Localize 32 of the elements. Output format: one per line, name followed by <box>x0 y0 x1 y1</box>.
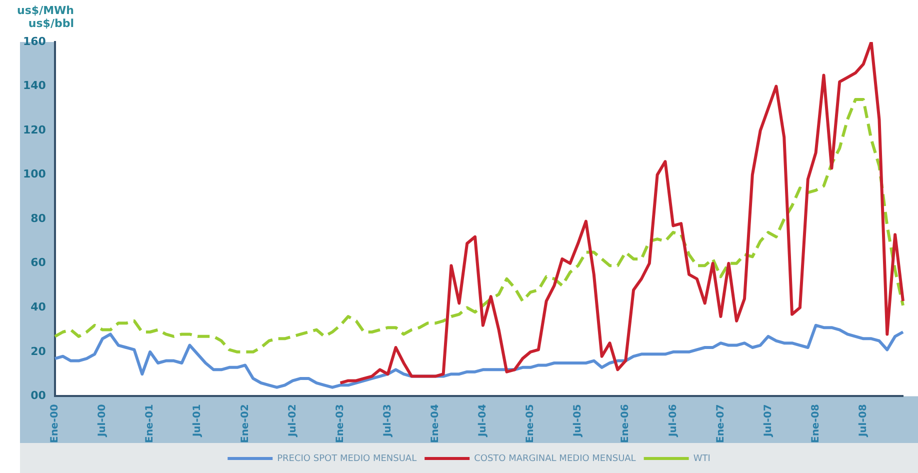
x-tick-label: Ene-05 <box>525 404 536 444</box>
legend-label: PRECIO SPOT MEDIO MENSUAL <box>277 454 417 464</box>
x-tick-label: Ene-07 <box>715 404 726 444</box>
x-tick-label: Jul-03 <box>382 404 394 438</box>
x-tick-label: Ene-00 <box>50 404 61 444</box>
y-tick-label: 60 <box>30 256 46 270</box>
x-tick-label: Jul-07 <box>762 404 774 438</box>
line-series <box>53 98 904 354</box>
x-tick-label: Jul-01 <box>192 404 204 438</box>
x-tick-label: Ene-01 <box>144 404 156 444</box>
x-tick-label: Jul-04 <box>478 404 489 438</box>
x-tick-label: Ene-08 <box>810 404 822 444</box>
legend-label: WTI <box>693 454 710 464</box>
x-tick-label: Ene-04 <box>430 404 441 444</box>
y-tick-label: 100 <box>22 168 46 181</box>
x-tick-label: Jul-08 <box>858 404 869 438</box>
x-tick-label: Ene-06 <box>620 404 632 444</box>
x-tick-label: Jul-00 <box>97 404 108 438</box>
x-tick-label: Ene-02 <box>240 404 251 444</box>
x-tick-label: Jul-05 <box>572 404 584 438</box>
y-tick-label: 80 <box>30 212 46 225</box>
y-tick-label: 40 <box>30 300 46 314</box>
x-tick-label: Ene-03 <box>334 404 346 444</box>
y-tick-label: 160 <box>22 34 46 48</box>
y-tick-label: 140 <box>22 79 46 92</box>
y-tick-label: 20 <box>30 344 46 358</box>
x-tick-label: Jul-06 <box>668 404 679 438</box>
y-axis-title: us$/MWh us$/bbl <box>16 4 74 30</box>
legend-label: COSTO MARGINAL MEDIO MENSUAL <box>474 454 636 464</box>
y-tick-label: 120 <box>22 123 46 136</box>
x-tick-label: Jul-02 <box>287 404 298 438</box>
y-tick-label: 00 <box>30 389 46 402</box>
